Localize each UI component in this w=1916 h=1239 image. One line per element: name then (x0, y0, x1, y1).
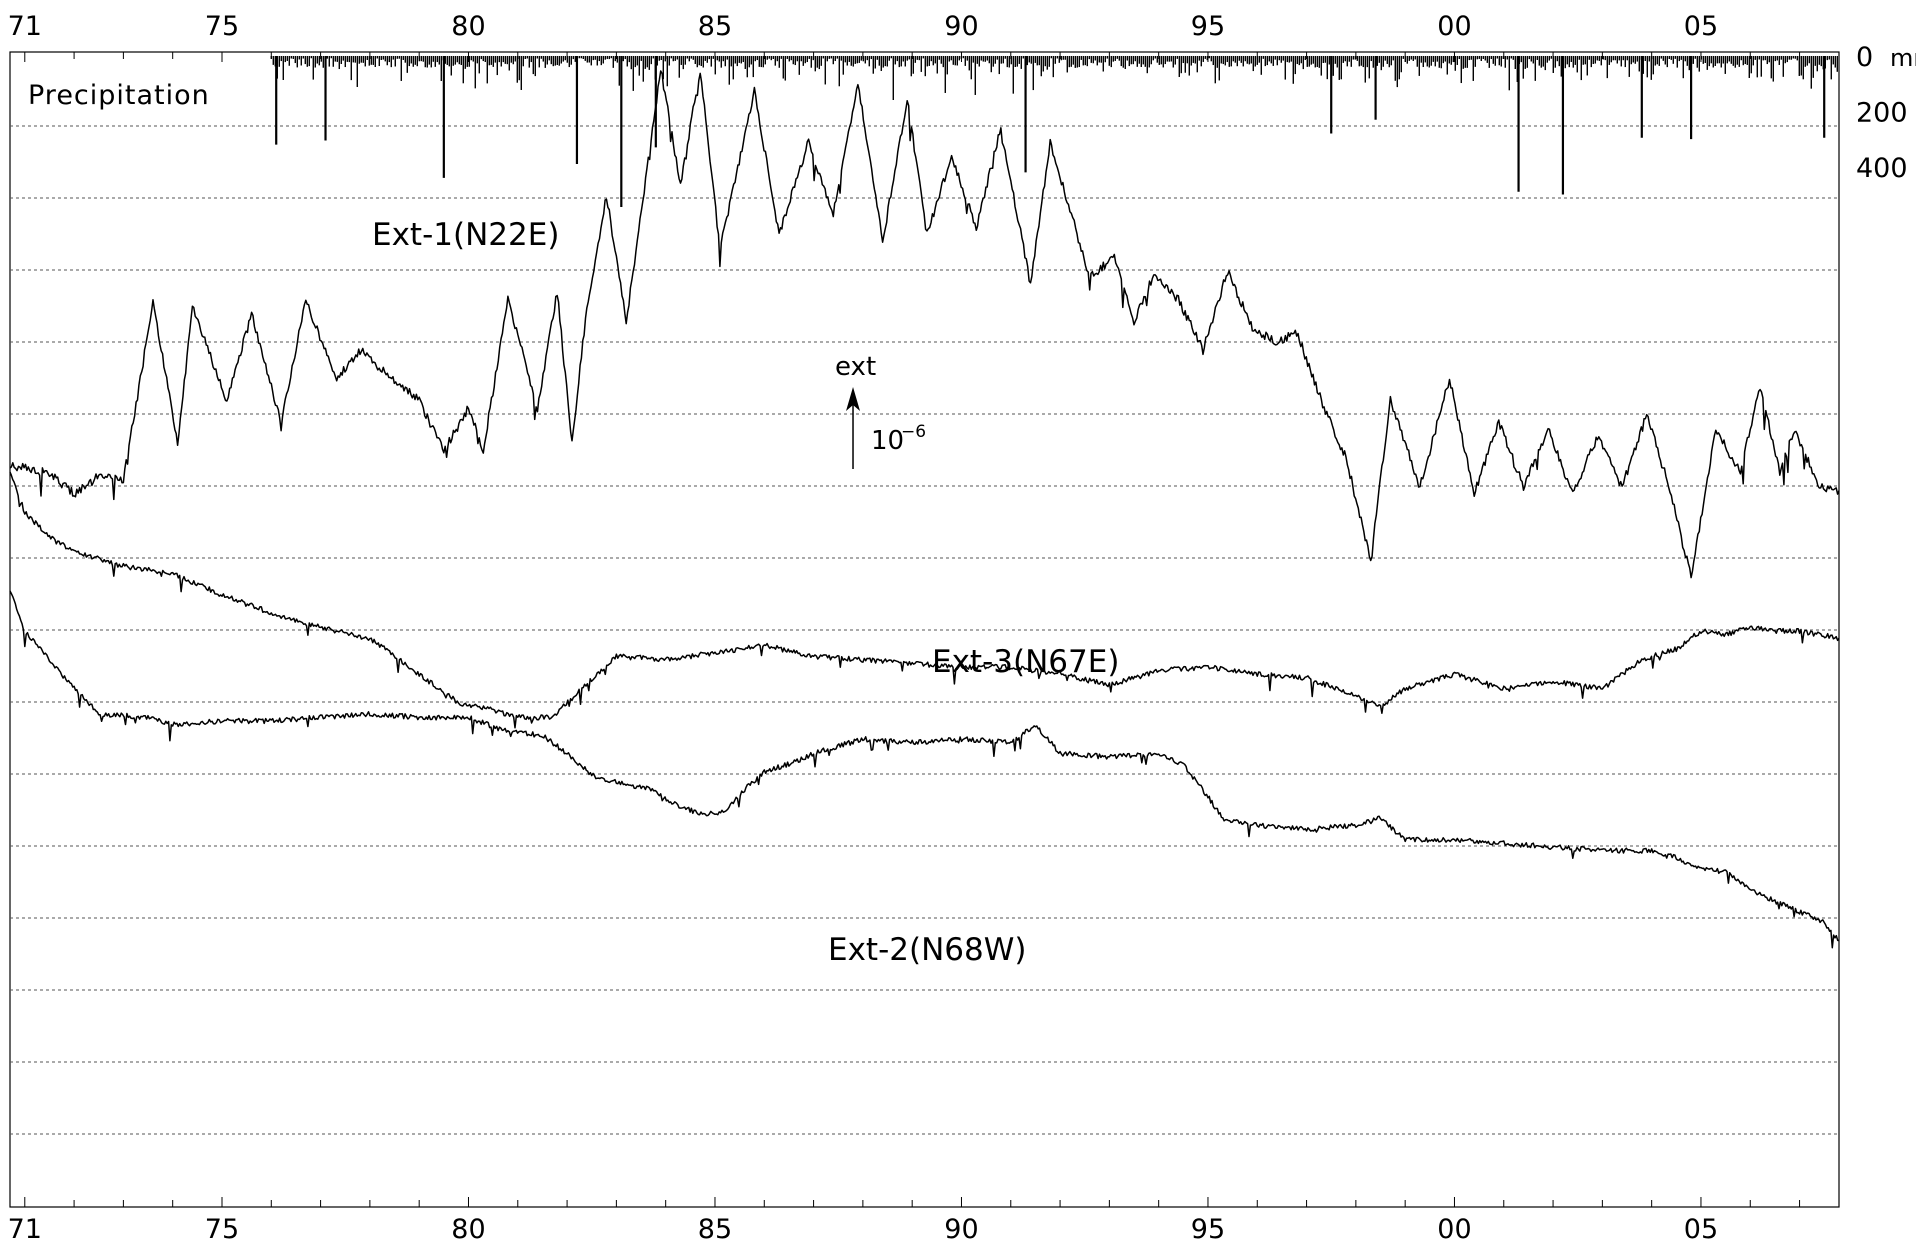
tick-label-bottom-90: 90 (944, 1214, 978, 1239)
tick-label-bottom-80: 80 (451, 1214, 485, 1239)
tick-label-top-00: 00 (1437, 11, 1471, 42)
precip-scale-0: 0 (1856, 42, 1873, 73)
tick-label-bottom-00: 00 (1437, 1214, 1471, 1239)
tick-label-bottom-85: 85 (698, 1214, 732, 1239)
tick-label-top-90: 90 (944, 11, 978, 42)
year-ticks (24, 52, 1801, 1207)
series-line-3 (9, 590, 1840, 949)
series-line-1 (9, 70, 1840, 579)
scale-bar-arrowhead (846, 387, 861, 411)
horizontal-gridlines (10, 125, 1839, 1135)
series-label-2: Ext-3(N67E) (932, 644, 1119, 680)
precipitation-scale: 0 200 400 mm (1856, 42, 1916, 184)
series-label-1: Ext-1(N22E) (372, 217, 559, 253)
tick-label-top-75: 75 (205, 11, 239, 42)
tick-label-top-85: 85 (698, 11, 732, 42)
series-line-2 (9, 471, 1840, 729)
series-label-3: Ext-2(N68W) (828, 932, 1026, 968)
strain-series: Ext-1(N22E) Ext-3(N67E) Ext-2(N68W) (9, 70, 1840, 968)
tick-label-top-95: 95 (1191, 11, 1225, 42)
tick-label-bottom-95: 95 (1191, 1214, 1225, 1239)
year-tick-labels: 71 71 75 75 80 80 85 85 90 90 95 95 00 00 05 05 (8, 11, 1719, 1239)
strain-scale-bar: ext 10−6 (835, 352, 926, 469)
scale-bar-label: ext (835, 352, 876, 382)
scale-bar-value: 10 (871, 426, 904, 456)
tick-label-top-05: 05 (1684, 11, 1718, 42)
tick-label-bottom-75: 75 (205, 1214, 239, 1239)
precipitation-bars (270, 56, 1838, 207)
precipitation-label: Precipitation (28, 80, 210, 111)
tick-label-bottom-05: 05 (1684, 1214, 1718, 1239)
scale-bar-exponent: −6 (901, 422, 926, 442)
precip-unit: mm (1890, 44, 1916, 72)
precip-scale-400: 400 (1856, 153, 1908, 184)
tick-label-top-71: 71 (8, 11, 42, 42)
tick-label-top-80: 80 (451, 11, 485, 42)
tick-label-bottom-71: 71 (8, 1214, 42, 1239)
precip-scale-200: 200 (1856, 97, 1908, 128)
